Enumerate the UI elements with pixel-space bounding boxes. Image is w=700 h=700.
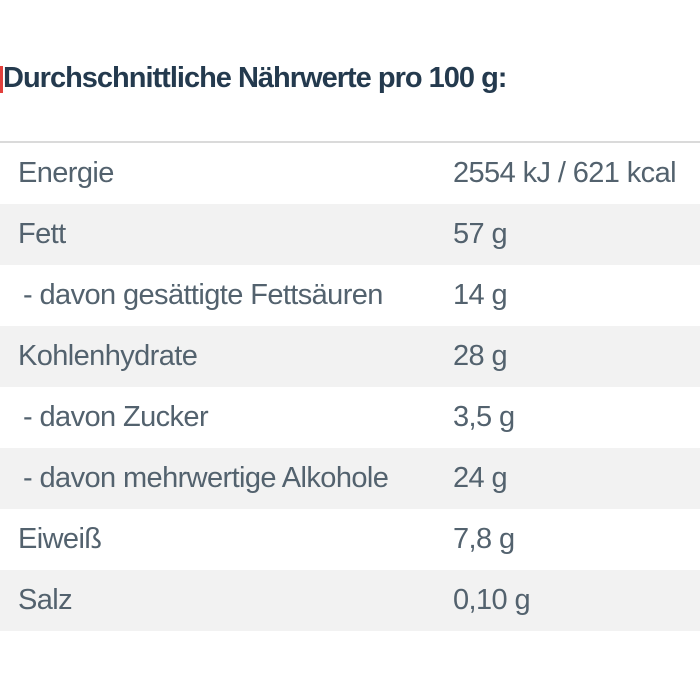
table-row: Fett 57 g [0,204,700,265]
nutrient-value: 0,10 g [453,584,531,616]
nutrient-label: Salz [18,584,73,616]
table-row: - davon mehrwertige Alkohole 24 g [0,448,700,509]
nutrient-value: 7,8 g [453,523,515,555]
table-row: Eiweiß 7,8 g [0,509,700,570]
nutrient-value: 57 g [453,218,508,250]
table-row: Kohlenhydrate 28 g [0,326,700,387]
table-row: Salz 0,10 g [0,570,700,631]
nutrient-label: - davon Zucker [23,401,209,433]
nutrient-label: Kohlenhydrate [18,340,198,372]
nutrient-value: 24 g [453,462,508,494]
page-title: Durchschnittliche Nährwerte pro 100 g: [3,62,507,94]
table-row: - davon Zucker 3,5 g [0,387,700,448]
red-glyph-fragment [0,66,3,93]
nutrient-label: Fett [18,218,66,250]
table-row: - davon gesättigte Fettsäuren 14 g [0,265,700,326]
nutrient-value: 14 g [453,279,508,311]
nutrient-label: - davon mehrwertige Alkohole [23,462,389,494]
nutrition-table: Energie 2554 kJ / 621 kcal Fett 57 g - davon… [0,141,700,631]
nutrient-label: Energie [18,157,114,189]
nutrient-label: Eiweiß [18,523,102,555]
table-row: Energie 2554 kJ / 621 kcal [0,143,700,204]
nutrient-value: 2554 kJ / 621 kcal [453,157,677,189]
nutrient-label: - davon gesättigte Fettsäuren [23,279,383,311]
nutrient-value: 28 g [453,340,508,372]
nutrient-value: 3,5 g [453,401,515,433]
